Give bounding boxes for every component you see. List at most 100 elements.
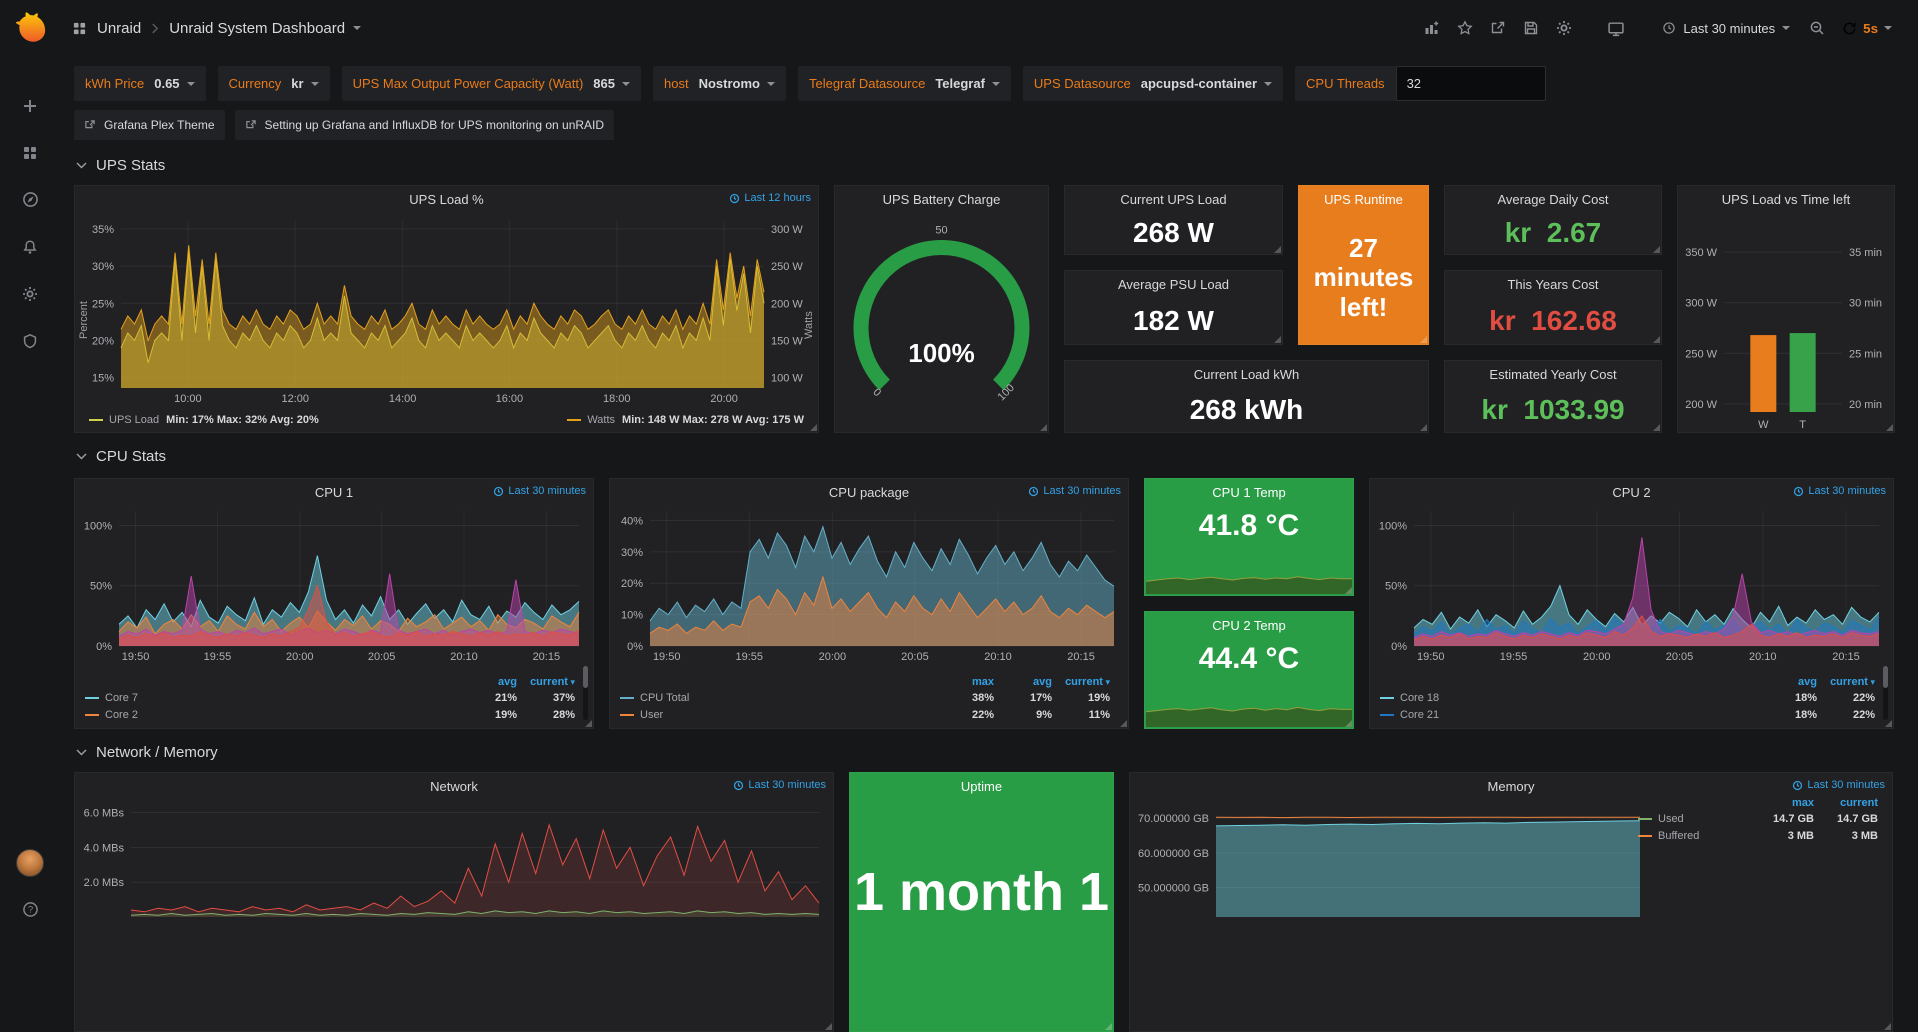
legend-series-name[interactable]: Core 21 (1400, 708, 1440, 721)
legend-column-header[interactable]: max (971, 676, 994, 688)
variable-host[interactable]: host Nostromo (653, 66, 786, 101)
variable-cpu-threads[interactable]: CPU Threads (1295, 66, 1546, 101)
cpu-package-chart[interactable]: 19:50 19:55 20:00 20:05 20:10 20:15 0% 10% 20% 30… (610, 505, 1128, 664)
dashboard-link-plex-theme[interactable]: Grafana Plex Theme (74, 110, 225, 140)
legend-series-name[interactable]: Used (1658, 812, 1684, 825)
legend-column-header[interactable]: avg (1798, 676, 1817, 688)
panel-header[interactable]: UPS Load vs Time left (1678, 186, 1894, 212)
row-header-network-memory[interactable]: Network / Memory (74, 729, 1904, 772)
chart-area[interactable]: 19:50 19:55 20:00 20:05 20:10 20:15 0% 50% 100% (1370, 505, 1893, 664)
dashboard-link-ups-guide[interactable]: Setting up Grafana and InfluxDB for UPS … (234, 110, 615, 140)
panel-header[interactable]: Average PSU Load (1065, 271, 1282, 297)
sidebar-item-configuration[interactable] (8, 270, 52, 317)
variable-value[interactable]: 0.65 (154, 76, 195, 91)
add-panel-button[interactable] (1418, 14, 1446, 42)
panel-header[interactable]: UPS Battery Charge (835, 186, 1048, 212)
network-chart[interactable]: 2.0 MBs 4.0 MBs 6.0 MBs (75, 799, 833, 917)
panel-time-range[interactable]: Last 30 minutes (493, 485, 586, 497)
panel-header[interactable]: CPU package Last 30 minutes (610, 479, 1128, 505)
variable-ups-datasource[interactable]: UPS Datasource apcupsd-container (1022, 66, 1284, 101)
panel-header[interactable]: Average Daily Cost (1445, 186, 1661, 212)
legend-scrollbar[interactable] (1883, 666, 1888, 720)
panel-time-range[interactable]: Last 12 hours (729, 192, 811, 204)
cpu-threads-input[interactable] (1395, 66, 1546, 101)
legend-column-header[interactable]: current (517, 676, 575, 688)
time-range-picker[interactable]: Last 30 minutes (1654, 13, 1798, 43)
panel-header[interactable]: UPS Load % Last 12 hours (75, 186, 818, 212)
zoom-out-time-button[interactable] (1803, 14, 1831, 42)
panel-header[interactable]: CPU 2 Temp (1145, 612, 1353, 638)
breadcrumb-folder[interactable]: Unraid (97, 19, 142, 37)
legend-series-name[interactable]: Core 18 (1400, 691, 1440, 704)
legend-series-name[interactable]: CPU Total (640, 691, 690, 704)
panel-header[interactable]: This Years Cost (1445, 271, 1661, 297)
variable-value[interactable]: 865 (593, 76, 630, 91)
panel-header[interactable]: UPS Runtime (1299, 186, 1428, 212)
star-dashboard-button[interactable] (1451, 14, 1479, 42)
variable-currency[interactable]: Currency kr (217, 66, 330, 101)
cycle-view-mode-button[interactable] (1602, 14, 1630, 42)
chart-area[interactable]: 19:50 19:55 20:00 20:05 20:10 20:15 0% 50% 100% (75, 505, 593, 664)
panel-time-range[interactable]: Last 30 minutes (1792, 779, 1885, 791)
gauge-area[interactable]: 0 50 100 100% (835, 212, 1048, 432)
share-dashboard-button[interactable] (1484, 14, 1512, 42)
refresh-picker[interactable]: 5s (1836, 13, 1898, 43)
ups-load-chart[interactable]: 10:00 12:00 14:00 16:00 18:00 20:00 15% 20% 25% 3… (75, 212, 818, 410)
legend-series-name[interactable]: Core 7 (105, 691, 139, 704)
cpu2-chart[interactable]: 19:50 19:55 20:00 20:05 20:10 20:15 0% 50% 100% (1370, 505, 1893, 664)
legend-column-header[interactable]: current (1817, 676, 1875, 688)
dashboard-title-dropdown[interactable]: Unraid System Dashboard (169, 20, 362, 37)
sidebar-item-dashboards[interactable] (8, 129, 52, 176)
memory-chart[interactable]: 50.000000 GB 60.000000 GB 70.000000 GB (1130, 799, 1892, 917)
panel-time-range[interactable]: Last 30 minutes (733, 779, 826, 791)
legend-column-header[interactable]: max (1791, 797, 1814, 809)
legend-column-header[interactable]: current (1052, 676, 1110, 688)
scrollbar-thumb[interactable] (583, 666, 588, 688)
panel-header[interactable]: Estimated Yearly Cost (1445, 361, 1661, 387)
legend-column-header[interactable]: avg (498, 676, 517, 688)
chart-area[interactable]: 2.0 MBs 4.0 MBs 6.0 MBs (75, 799, 833, 917)
sidebar-item-alerting[interactable] (8, 223, 52, 270)
legend-series-name[interactable]: UPS Load (109, 414, 160, 426)
variable-ups-max-output[interactable]: UPS Max Output Power Capacity (Watt) 865 (341, 66, 641, 101)
chart-area[interactable]: 200 W 250 W 300 W 350 W 20 min 25 min 30 min 35… (1678, 212, 1894, 432)
variable-telegraf-datasource[interactable]: Telegraf Datasource Telegraf (797, 66, 1011, 101)
legend-scrollbar[interactable] (583, 666, 588, 720)
grafana-logo-button[interactable] (8, 8, 52, 52)
chart-area[interactable]: 50.000000 GB 60.000000 GB 70.000000 GB (1130, 799, 1892, 917)
variable-value[interactable]: apcupsd-container (1141, 76, 1273, 91)
legend-series-name[interactable]: Watts (587, 414, 616, 426)
legend-column-header[interactable]: current (1840, 797, 1878, 809)
panel-header[interactable]: Uptime (850, 773, 1113, 799)
row-header-ups-stats[interactable]: UPS Stats (74, 142, 1904, 185)
variable-value[interactable]: Nostromo (699, 76, 775, 91)
panel-header[interactable]: CPU 2 Last 30 minutes (1370, 479, 1893, 505)
panel-header[interactable]: Current UPS Load (1065, 186, 1282, 212)
variable-value[interactable]: Telegraf (935, 76, 1000, 91)
legend-series-name[interactable]: User (640, 708, 664, 721)
chart-area[interactable]: 10:00 12:00 14:00 16:00 18:00 20:00 15% 20% 25% 3… (75, 212, 818, 410)
panel-time-range[interactable]: Last 30 minutes (1793, 485, 1886, 497)
cpu1-chart[interactable]: 19:50 19:55 20:00 20:05 20:10 20:15 0% 50% 100% (75, 505, 593, 664)
sidebar-item-help[interactable]: ? (8, 886, 52, 933)
scrollbar-thumb[interactable] (1883, 666, 1888, 688)
ups-load-vs-time-chart[interactable]: 200 W 250 W 300 W 350 W 20 min 25 min 30 min 35… (1678, 212, 1894, 432)
panel-header[interactable]: Network Last 30 minutes (75, 773, 833, 799)
sidebar-item-server-admin[interactable] (8, 317, 52, 364)
panel-header[interactable]: CPU 1 Last 30 minutes (75, 479, 593, 505)
panel-header[interactable]: Current Load kWh (1065, 361, 1428, 387)
legend-series-name[interactable]: Buffered (1658, 829, 1700, 842)
panel-header[interactable]: CPU 1 Temp (1145, 479, 1353, 505)
sidebar-item-create[interactable] (8, 82, 52, 129)
panel-header[interactable]: Memory Last 30 minutes (1130, 773, 1892, 799)
legend-column-header[interactable]: avg (1033, 676, 1052, 688)
panel-time-range[interactable]: Last 30 minutes (1028, 485, 1121, 497)
variable-value[interactable]: kr (291, 76, 319, 91)
sidebar-item-profile[interactable] (8, 839, 52, 886)
row-header-cpu-stats[interactable]: CPU Stats (74, 433, 1904, 476)
save-dashboard-button[interactable] (1517, 14, 1545, 42)
sidebar-item-explore[interactable] (8, 176, 52, 223)
variable-kwh-price[interactable]: kWh Price 0.65 (74, 66, 206, 101)
dashboard-settings-button[interactable] (1550, 14, 1578, 42)
